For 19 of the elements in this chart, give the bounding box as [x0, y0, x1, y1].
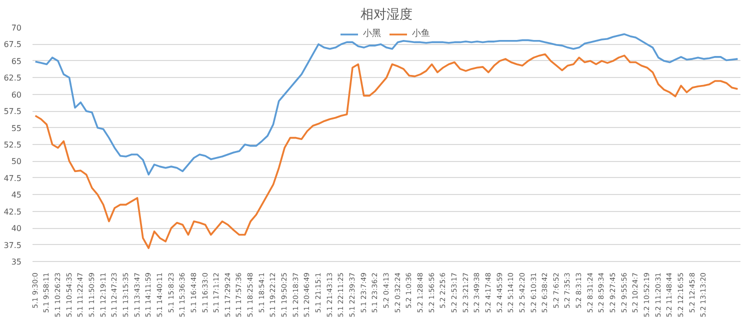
y-tick-label: 67.5	[4, 40, 22, 50]
y-tick-label: 65	[11, 56, 22, 66]
y-tick-label: 57.5	[4, 107, 22, 116]
legend-label: 小黑	[363, 28, 382, 40]
y-tick-label: 37.5	[4, 240, 22, 250]
y-tick-label: 62.5	[4, 74, 22, 83]
line-series	[34, 53, 739, 250]
y-tick-label: 55	[11, 124, 22, 133]
y-tick-label: 52.5	[4, 140, 22, 150]
y-tick-label: 47.5	[4, 174, 22, 183]
chart-title: 相对湿度	[360, 6, 412, 22]
y-tick-label: 45	[11, 190, 22, 200]
y-tick-label: 35	[11, 258, 22, 266]
y-tick-label: 60	[11, 90, 22, 100]
y-tick-label: 40	[11, 224, 22, 234]
y-tick-label: 50	[11, 157, 22, 166]
y-tick-label: 42.5	[4, 207, 22, 216]
legend-label: 小鱼	[412, 28, 431, 40]
y-tick-label: 70	[11, 24, 22, 32]
